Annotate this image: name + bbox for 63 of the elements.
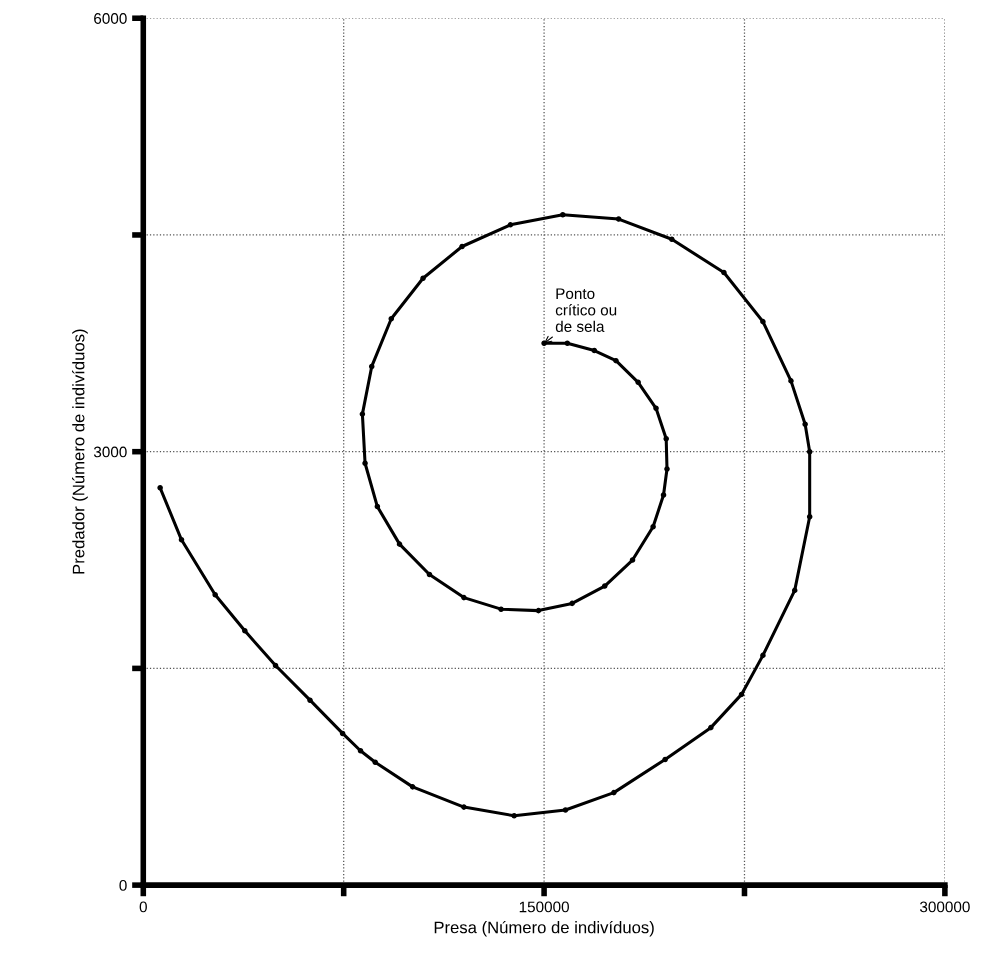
point — [613, 357, 619, 364]
point — [791, 587, 798, 594]
point — [760, 318, 766, 325]
point — [564, 340, 571, 347]
point — [368, 363, 375, 370]
point — [372, 759, 378, 766]
point — [420, 275, 426, 282]
point — [591, 347, 598, 354]
point — [562, 807, 569, 813]
point — [357, 747, 364, 754]
point — [635, 379, 641, 386]
x-tick-label: 0 — [139, 901, 147, 913]
point — [507, 222, 514, 228]
point — [388, 315, 395, 322]
point — [660, 492, 667, 498]
x-tick-label: 150000 — [519, 901, 569, 913]
point — [178, 537, 185, 543]
point — [511, 812, 517, 819]
point — [339, 730, 346, 737]
point — [615, 216, 622, 222]
point — [569, 600, 575, 607]
point — [669, 236, 675, 243]
y-tick-label: 3000 — [93, 446, 127, 458]
y-tick-label: 6000 — [94, 13, 127, 24]
point — [157, 485, 163, 491]
annotation: Ponto crítico ou de sela — [555, 288, 617, 332]
point — [541, 340, 547, 347]
y-tick-label: 0 — [119, 879, 127, 891]
x-axis-title: Presa (Número de indivíduos) — [434, 920, 654, 937]
point — [396, 541, 403, 547]
point — [802, 421, 808, 428]
x-tick-label: 300000 — [919, 901, 970, 913]
point — [426, 571, 433, 578]
point — [461, 594, 467, 601]
point — [374, 503, 381, 510]
point — [708, 724, 714, 731]
point — [663, 435, 669, 442]
point — [738, 691, 745, 698]
point — [498, 606, 504, 612]
point — [611, 789, 617, 796]
point — [806, 448, 813, 455]
point — [650, 524, 656, 530]
point — [788, 378, 794, 384]
point — [359, 411, 366, 417]
point — [409, 784, 416, 790]
point — [664, 466, 670, 472]
point — [560, 211, 566, 218]
point — [461, 804, 467, 810]
point — [307, 697, 313, 703]
point — [806, 513, 813, 520]
point — [760, 652, 766, 659]
point — [212, 591, 218, 598]
point — [242, 628, 248, 634]
point — [459, 243, 465, 250]
point — [629, 557, 636, 563]
point — [662, 756, 668, 763]
point — [272, 662, 279, 669]
point — [653, 405, 659, 412]
point — [721, 269, 727, 276]
point — [535, 607, 542, 614]
point — [601, 583, 608, 589]
y-axis-title: Predador (Número de indivíduos) — [72, 329, 88, 574]
point — [362, 460, 368, 467]
